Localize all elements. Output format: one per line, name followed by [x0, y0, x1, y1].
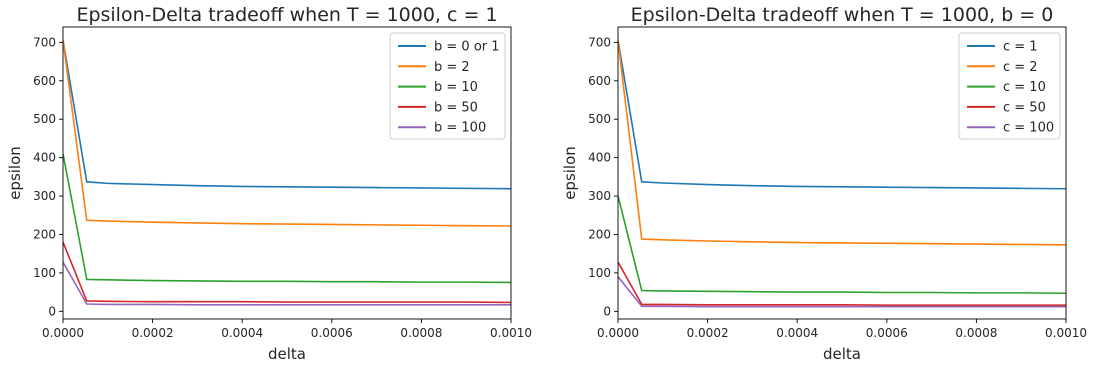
- x-tick-label: 0.0010: [1045, 326, 1087, 340]
- y-tick-label: 400: [33, 151, 56, 165]
- x-tick-label: 0.0002: [132, 326, 174, 340]
- chart-panel-2: 0 100 200 300 400 500 600 700 0.0000 0.0002 0.0004…: [561, 4, 1087, 363]
- y-tick-label: 300: [33, 189, 56, 203]
- legend: c = 1 c = 2 c = 10 c = 50 c = 100: [958, 32, 1061, 140]
- x-axis-label: delta: [268, 345, 306, 363]
- series-line-3: [618, 195, 1066, 295]
- y-tick-label: 100: [588, 266, 611, 280]
- axes-frame: [62, 26, 512, 320]
- x-tick-label: 0.0006: [311, 326, 353, 340]
- y-tick-label: 200: [33, 227, 56, 241]
- y-axis-label: epsilon: [561, 146, 579, 200]
- y-tick-label: 500: [33, 112, 56, 126]
- y-tick-label: 600: [33, 74, 56, 88]
- x-tick-label: 0.0004: [221, 326, 263, 340]
- x-tick-label: 0.0008: [400, 326, 442, 340]
- x-axis-label: delta: [823, 345, 861, 363]
- y-tick-label: 100: [33, 266, 56, 280]
- series-line-3: [63, 153, 511, 284]
- legend-label-3: b = 10: [434, 80, 478, 95]
- series-line-2: [618, 40, 1066, 246]
- series-line-1: [618, 40, 1066, 190]
- axes-frame: [617, 26, 1067, 320]
- y-tick-label: 400: [588, 151, 611, 165]
- y-axis-label: epsilon: [6, 146, 24, 200]
- legend-label-3: c = 10: [1003, 80, 1046, 95]
- legend-box: [958, 32, 1061, 140]
- series-line-2: [63, 40, 511, 227]
- x-tick-label: 0.0004: [776, 326, 818, 340]
- x-tick-label: 0.0000: [597, 326, 639, 340]
- legend-box: [389, 32, 506, 140]
- y-tick-label: 600: [588, 74, 611, 88]
- legend-label-4: b = 50: [434, 100, 478, 115]
- y-tick-label: 700: [33, 35, 56, 49]
- y-tick-label: 200: [588, 227, 611, 241]
- y-tick-label: 0: [48, 304, 56, 318]
- series-line-5: [63, 261, 511, 306]
- x-tick-label: 0.0006: [866, 326, 908, 340]
- x-tick-label: 0.0010: [490, 326, 532, 340]
- series-line-5: [618, 276, 1066, 308]
- legend-label-1: b = 0 or 1: [434, 40, 500, 55]
- x-tick-label: 0.0000: [42, 326, 84, 340]
- chart-title: Epsilon-Delta tradeoff when T = 1000, b …: [631, 4, 1054, 26]
- legend: b = 0 or 1 b = 2 b = 10 b = 50 b = 100: [389, 32, 506, 140]
- legend-label-1: c = 1: [1003, 40, 1038, 55]
- series-line-1: [63, 40, 511, 190]
- y-tick-label: 500: [588, 112, 611, 126]
- legend-label-5: c = 100: [1003, 121, 1054, 136]
- y-tick-label: 0: [603, 304, 611, 318]
- x-tick-label: 0.0008: [955, 326, 997, 340]
- legend-label-5: b = 100: [434, 121, 486, 136]
- y-tick-label: 300: [588, 189, 611, 203]
- legend-label-2: b = 2: [434, 60, 470, 75]
- legend-label-2: c = 2: [1003, 60, 1038, 75]
- chart-panel-1: 0 100 200 300 400 500 600 700 0.0000 0.0002 0.0004…: [6, 4, 532, 363]
- x-tick-label: 0.0002: [687, 326, 729, 340]
- y-tick-label: 700: [588, 35, 611, 49]
- series-line-4: [618, 261, 1066, 306]
- series-line-4: [63, 241, 511, 304]
- legend-label-4: c = 50: [1003, 100, 1046, 115]
- chart-title: Epsilon-Delta tradeoff when T = 1000, c …: [76, 4, 497, 26]
